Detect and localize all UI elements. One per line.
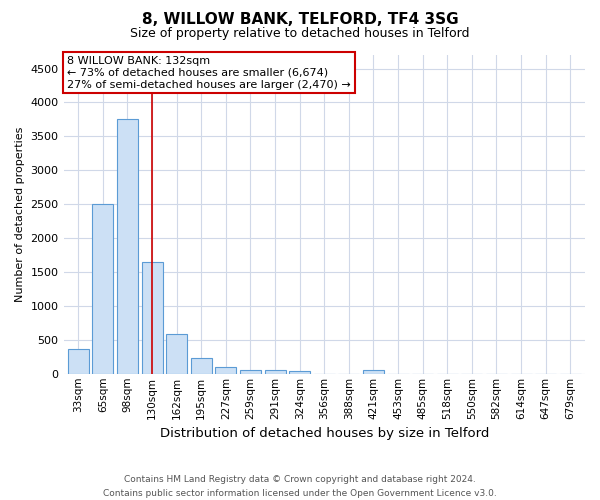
Bar bbox=[215, 366, 236, 374]
Bar bbox=[92, 204, 113, 374]
Bar bbox=[240, 370, 261, 374]
Bar bbox=[166, 334, 187, 374]
Bar bbox=[142, 262, 163, 374]
Text: 8 WILLOW BANK: 132sqm
← 73% of detached houses are smaller (6,674)
27% of semi-d: 8 WILLOW BANK: 132sqm ← 73% of detached … bbox=[67, 56, 351, 90]
Text: Size of property relative to detached houses in Telford: Size of property relative to detached ho… bbox=[130, 28, 470, 40]
X-axis label: Distribution of detached houses by size in Telford: Distribution of detached houses by size … bbox=[160, 427, 489, 440]
Bar bbox=[363, 370, 384, 374]
Y-axis label: Number of detached properties: Number of detached properties bbox=[15, 126, 25, 302]
Bar bbox=[191, 358, 212, 374]
Text: Contains HM Land Registry data © Crown copyright and database right 2024.
Contai: Contains HM Land Registry data © Crown c… bbox=[103, 476, 497, 498]
Bar bbox=[289, 372, 310, 374]
Bar bbox=[68, 348, 89, 374]
Bar bbox=[265, 370, 286, 374]
Bar bbox=[117, 120, 138, 374]
Text: 8, WILLOW BANK, TELFORD, TF4 3SG: 8, WILLOW BANK, TELFORD, TF4 3SG bbox=[142, 12, 458, 28]
